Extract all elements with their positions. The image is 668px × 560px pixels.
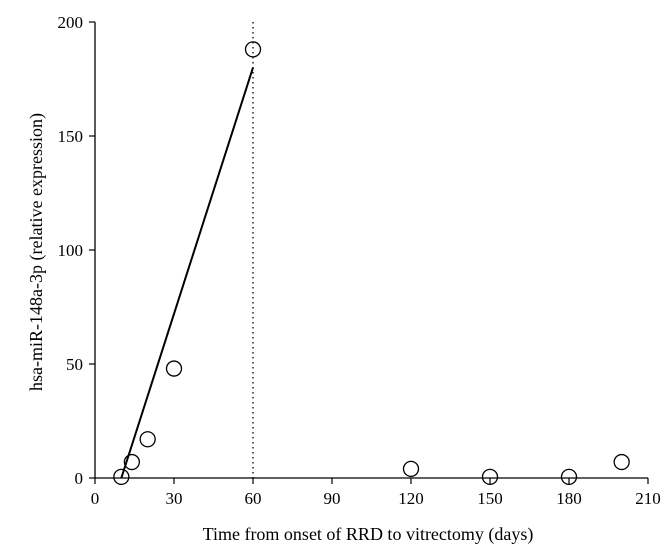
y-tick-label: 100 — [58, 241, 84, 260]
data-point — [165, 360, 183, 377]
data-point — [560, 468, 578, 486]
y-ticks: 0 50 100 150 200 — [58, 13, 95, 488]
y-tick-label: 50 — [66, 355, 83, 374]
x-tick-label: 0 — [91, 489, 100, 508]
y-tick-label: 200 — [58, 13, 84, 32]
x-tick-label: 90 — [324, 489, 341, 508]
data-point — [244, 41, 262, 58]
x-tick-label: 60 — [245, 489, 262, 508]
data-points — [113, 41, 630, 486]
data-point — [123, 453, 141, 471]
y-tick-label: 0 — [75, 469, 84, 488]
y-axis-title: hsa-miR-148a-3p (relative expression) — [26, 113, 47, 391]
data-point — [402, 460, 420, 478]
x-tick-label: 30 — [166, 489, 183, 508]
data-point — [113, 468, 130, 486]
regression-line — [120, 67, 254, 479]
x-tick-label: 210 — [635, 489, 661, 508]
x-tick-label: 180 — [556, 489, 582, 508]
y-tick-label: 150 — [58, 127, 84, 146]
x-ticks: 0 30 60 90 120 150 180 210 — [91, 478, 661, 508]
axes — [94, 22, 648, 479]
data-point — [139, 431, 156, 448]
fit-line-layer — [120, 67, 254, 479]
x-tick-label: 150 — [477, 489, 503, 508]
data-point — [481, 468, 499, 486]
x-axis-title: Time from onset of RRD to vitrectomy (da… — [203, 524, 534, 545]
x-tick-label: 120 — [398, 489, 424, 508]
data-point — [613, 453, 630, 471]
